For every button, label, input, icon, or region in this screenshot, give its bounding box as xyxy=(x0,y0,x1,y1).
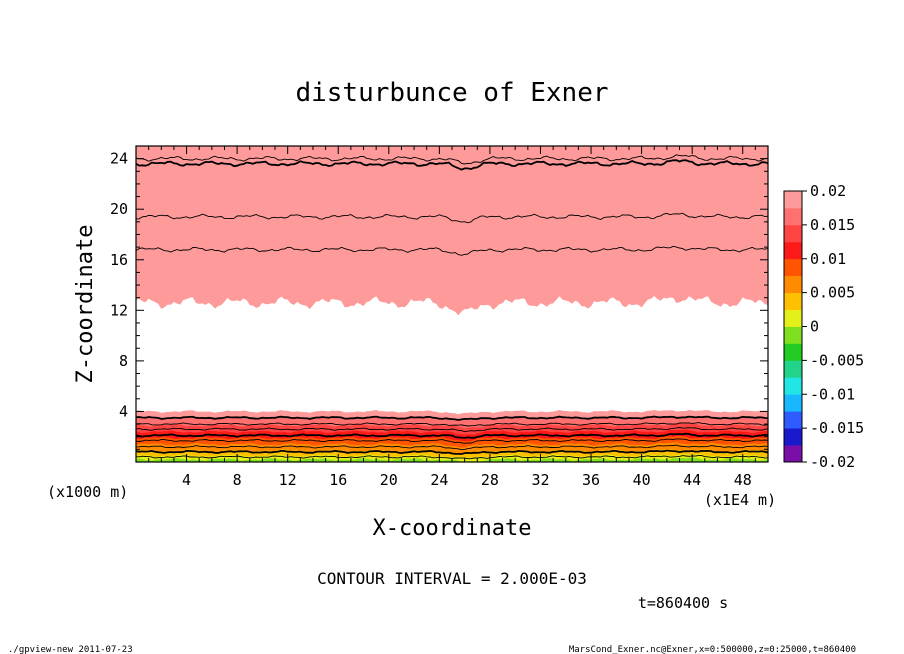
colorbar-tick-label: -0.005 xyxy=(810,351,864,369)
x-tick-label: 12 xyxy=(279,471,297,489)
x-unit-label: (x1E4 m) xyxy=(704,491,776,509)
colorbar-swatch xyxy=(784,343,802,361)
colorbar-swatch xyxy=(784,377,802,395)
x-tick-label: 44 xyxy=(683,471,701,489)
colorbar-swatch xyxy=(784,394,802,412)
colorbar-tick-label: 0.005 xyxy=(810,284,855,302)
colorbar-tick-label: 0.01 xyxy=(810,250,846,268)
colorbar-tick-label: 0.015 xyxy=(810,216,855,234)
plot-area xyxy=(135,145,769,463)
contour-band-lower xyxy=(136,457,768,462)
x-tick-label: 32 xyxy=(531,471,549,489)
x-tick-label: 40 xyxy=(633,471,651,489)
contour-line xyxy=(136,444,768,451)
x-tick-label: 4 xyxy=(182,471,191,489)
y-tick-label: 16 xyxy=(110,251,128,269)
colorbar-swatch xyxy=(784,411,802,429)
contour-line xyxy=(136,159,768,171)
contour-line xyxy=(136,427,768,433)
colorbar-swatch xyxy=(784,241,802,260)
y-tick-label: 24 xyxy=(110,150,128,168)
x-axis: 4 8 12 16 20 24 28 32 36 40 44 48 xyxy=(148,146,756,489)
colorbar-tick-label: 0.02 xyxy=(810,182,846,200)
contour-line xyxy=(136,449,768,455)
contour-interval: CONTOUR INTERVAL = 2.000E-03 xyxy=(317,569,587,588)
x-tick-label: 8 xyxy=(233,471,242,489)
colorbar-swatch xyxy=(784,360,802,378)
x-axis-label: X-coordinate xyxy=(373,516,532,541)
y-unit-label: (x1000 m) xyxy=(47,483,128,501)
footer-left: ./gpview-new 2011-07-23 xyxy=(8,645,133,654)
colorbar-swatch xyxy=(784,326,802,344)
colorbar-swatch xyxy=(784,207,802,226)
colorbar-swatch xyxy=(784,292,802,310)
x-tick-label: 36 xyxy=(582,471,600,489)
colorbar-tick-label: 0 xyxy=(810,318,819,336)
x-tick-label: 24 xyxy=(430,471,448,489)
contour-line xyxy=(136,415,768,421)
y-tick-label: 8 xyxy=(119,352,128,370)
y-axis-label: Z-coordinate xyxy=(73,225,98,384)
contour-line xyxy=(136,245,768,256)
x-tick-label: 28 xyxy=(481,471,499,489)
footer-right: MarsCond_Exner.nc@Exner,x=0:500000,z=0:2… xyxy=(569,645,856,654)
y-axis: 4 8 12 16 20 24 xyxy=(110,150,768,450)
contour-line xyxy=(136,154,768,165)
colorbar-swatch xyxy=(784,224,802,243)
y-tick-label: 20 xyxy=(110,200,128,218)
colorbar-swatch xyxy=(784,258,802,277)
colorbar-tick-label: -0.015 xyxy=(810,419,864,437)
chart-title: disturbunce of Exner xyxy=(295,78,608,108)
colorbar-swatch xyxy=(784,428,802,446)
colorbar-swatch xyxy=(784,445,802,463)
time-label: t=860400 s xyxy=(638,594,728,612)
colorbar: 0.02 0.015 0.01 0.005 0 -0.005 -0.01 -0.015 -0.0… xyxy=(783,182,864,471)
colorbar-tick-label: -0.01 xyxy=(810,385,855,403)
y-tick-label: 4 xyxy=(119,402,128,420)
contour-band-upper xyxy=(136,146,768,316)
contour-line xyxy=(136,422,768,427)
colorbar-swatch xyxy=(784,309,802,327)
contour-line xyxy=(136,432,768,439)
x-tick-label: 48 xyxy=(734,471,752,489)
contour-line xyxy=(136,438,768,444)
colorbar-swatch xyxy=(784,191,802,209)
contour-line xyxy=(136,212,768,224)
y-tick-label: 12 xyxy=(110,301,128,319)
colorbar-swatch xyxy=(784,275,802,294)
colorbar-tick-label: -0.02 xyxy=(810,453,855,471)
x-tick-label: 20 xyxy=(380,471,398,489)
x-tick-label: 16 xyxy=(329,471,347,489)
